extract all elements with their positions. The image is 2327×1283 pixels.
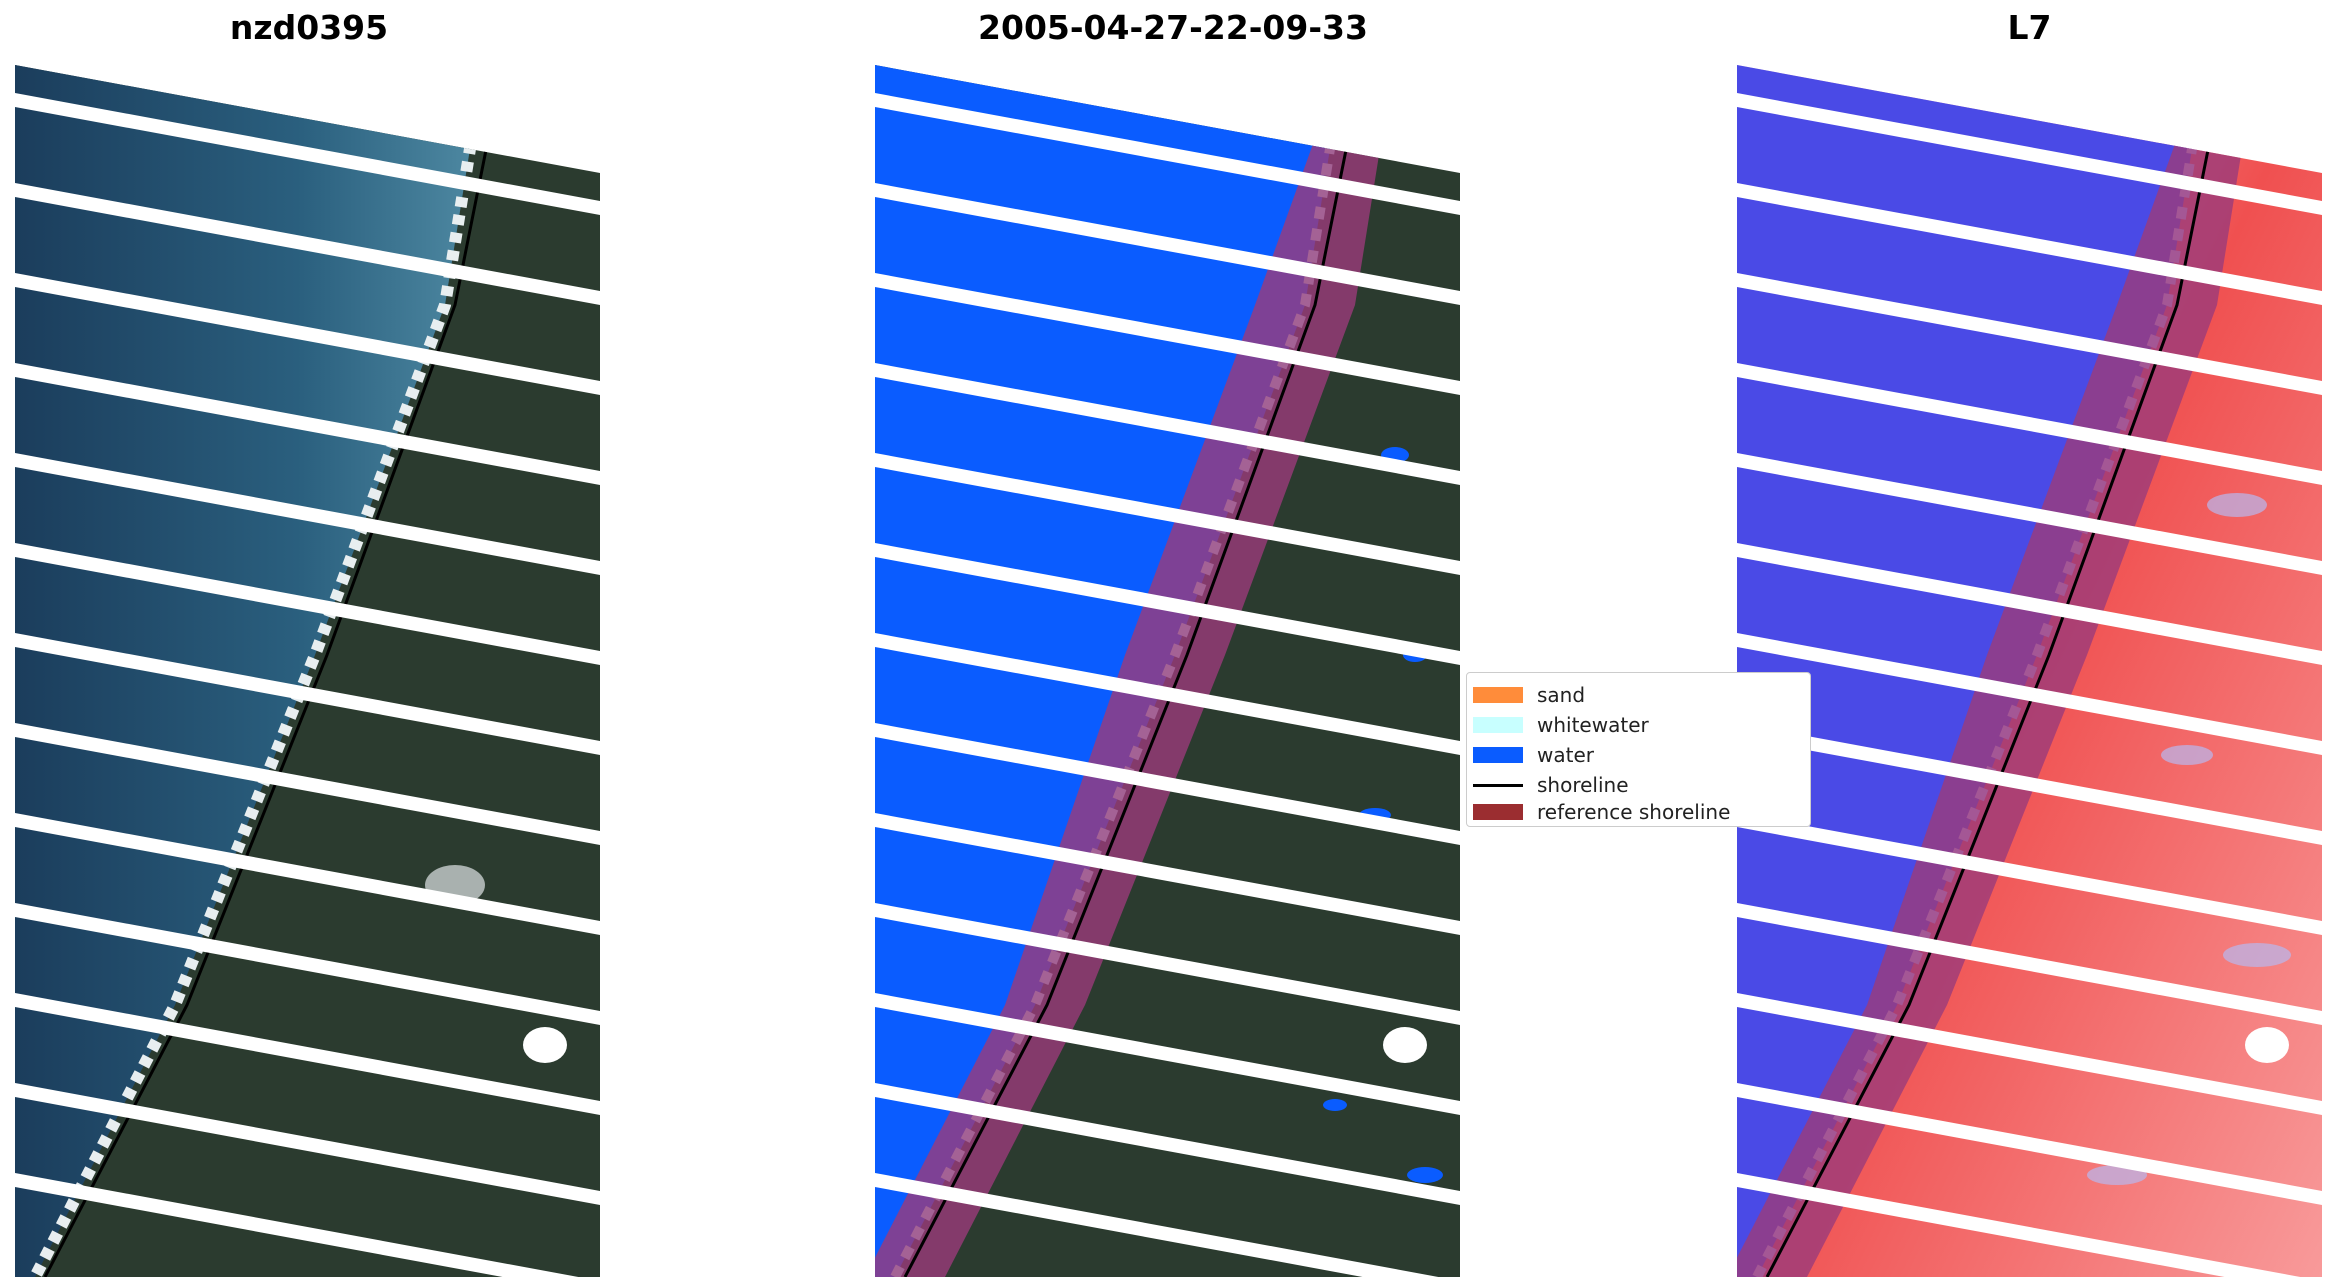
legend-item-water: water: [1473, 740, 1594, 770]
legend-swatch-shoreline: [1473, 783, 1523, 787]
legend-item-reference-shoreline: reference shoreline: [1473, 797, 1730, 827]
legend-item-shoreline: shoreline: [1473, 770, 1629, 800]
legend-item-sand: sand: [1473, 680, 1585, 710]
legend-label-water: water: [1537, 743, 1594, 767]
legend-swatch-reference-shoreline: [1473, 804, 1523, 820]
legend-swatch-whitewater: [1473, 717, 1523, 733]
panel-title-classified: 2005-04-27-22-09-33: [978, 8, 1368, 47]
classified-image-panel: [875, 65, 1460, 1277]
rgb-image-panel: [15, 65, 600, 1277]
panel-title-index: L7: [2007, 8, 2052, 47]
panel-title-rgb: nzd0395: [229, 8, 389, 47]
legend-swatch-water: [1473, 747, 1523, 763]
legend-label-whitewater: whitewater: [1537, 713, 1649, 737]
index-image-panel: [1737, 65, 2322, 1277]
legend-label-reference-shoreline: reference shoreline: [1537, 800, 1731, 824]
legend: sand whitewater water shoreline referenc…: [1466, 672, 1811, 827]
legend-item-whitewater: whitewater: [1473, 710, 1649, 740]
legend-swatch-sand: [1473, 687, 1523, 703]
legend-label-shoreline: shoreline: [1537, 773, 1629, 797]
legend-label-sand: sand: [1537, 683, 1586, 707]
